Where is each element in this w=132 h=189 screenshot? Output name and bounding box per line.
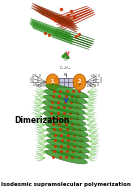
Text: Cl: Cl — [64, 58, 68, 62]
Ellipse shape — [46, 145, 88, 158]
Ellipse shape — [45, 84, 88, 98]
Ellipse shape — [44, 117, 87, 131]
Text: Dimerization: Dimerization — [15, 116, 70, 125]
Text: $C_6H_{13}O$: $C_6H_{13}O$ — [92, 76, 103, 83]
Text: $C_6H_{13}O$: $C_6H_{13}O$ — [30, 73, 42, 80]
Ellipse shape — [45, 150, 87, 164]
Text: 1: 1 — [51, 79, 54, 84]
Text: $C_6H_{13}O$: $C_6H_{13}O$ — [90, 73, 102, 80]
Text: Isodesmic supramolecular polymerization: Isodesmic supramolecular polymerization — [1, 182, 131, 187]
Ellipse shape — [47, 134, 89, 147]
Circle shape — [73, 74, 86, 90]
Text: 2: 2 — [78, 79, 81, 84]
FancyBboxPatch shape — [56, 77, 76, 87]
Text: $C_6H_{13}O$: $C_6H_{13}O$ — [29, 79, 40, 86]
Text: $C_6H_{13}O$: $C_6H_{13}O$ — [35, 82, 46, 90]
Text: $C_6H_{13}O$: $C_6H_{13}O$ — [89, 81, 100, 89]
Text: $C_{12}H_{25}$: $C_{12}H_{25}$ — [59, 64, 73, 72]
Ellipse shape — [43, 95, 86, 109]
Text: $C_6H_{13}O$: $C_6H_{13}O$ — [86, 82, 97, 90]
Text: $C_6H_{13}O$: $C_6H_{13}O$ — [92, 79, 103, 86]
Ellipse shape — [45, 123, 88, 136]
Ellipse shape — [43, 101, 85, 114]
Ellipse shape — [46, 128, 89, 142]
Text: $C_6H_{13}O$: $C_6H_{13}O$ — [29, 76, 40, 83]
Circle shape — [46, 74, 59, 90]
Ellipse shape — [43, 112, 86, 125]
Text: N: N — [64, 73, 67, 77]
Ellipse shape — [43, 106, 85, 120]
Text: P: P — [51, 83, 54, 87]
Text: $C_6H_{13}O$: $C_6H_{13}O$ — [32, 81, 43, 89]
Ellipse shape — [46, 139, 89, 153]
Ellipse shape — [44, 90, 87, 103]
Text: P: P — [78, 83, 81, 87]
